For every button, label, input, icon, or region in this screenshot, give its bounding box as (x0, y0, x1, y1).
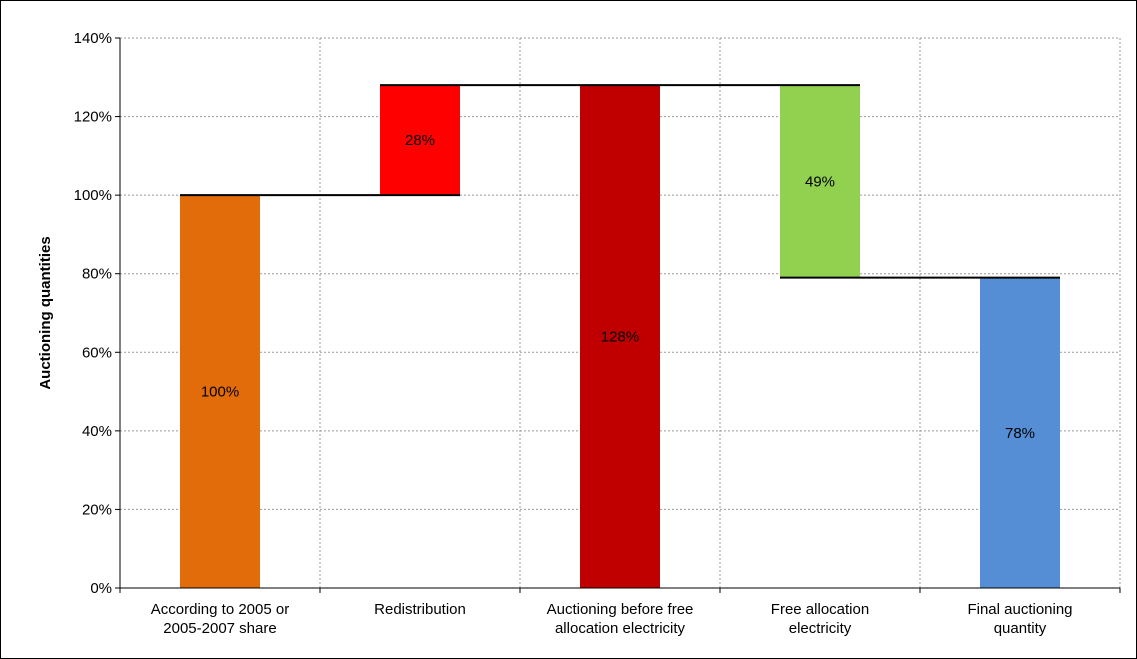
data-label: 28% (405, 132, 435, 149)
bar (580, 85, 660, 589)
x-category-label-line: 2005-2007 share (163, 620, 276, 637)
data-label: 49% (805, 173, 835, 190)
x-category-label-line: Auctioning before free (547, 601, 694, 618)
y-tick-label: 80% (82, 266, 112, 283)
x-category-label-line: allocation electricity (555, 620, 686, 637)
x-category-label-line: Final auctioning (967, 601, 1072, 618)
x-category-label-line: quantity (994, 620, 1047, 637)
y-tick-label: 140% (74, 30, 112, 47)
x-category-label: Final auctioning quantity (967, 601, 1072, 637)
y-tick-label: 0% (90, 580, 112, 597)
x-category-label-line: Free allocation (771, 601, 869, 618)
y-tick-label: 20% (82, 501, 112, 518)
data-label: 100% (201, 384, 239, 401)
bar (380, 85, 460, 196)
x-category-label: Auctioning before free allocation electri… (547, 601, 694, 637)
x-category-label-line: According to 2005 or (151, 601, 289, 618)
x-category-label: Redistribution (374, 601, 466, 618)
bar (180, 195, 260, 588)
x-category-label: According to 2005 or 2005-2007 share (151, 601, 289, 637)
y-axis-title: Auctioning quantities (37, 236, 54, 389)
data-label: 78% (1005, 425, 1035, 442)
bar (780, 85, 860, 278)
y-tick-label: 40% (82, 423, 112, 440)
x-category-label: Free allocation electricity (771, 601, 869, 637)
y-tick-label: 100% (74, 187, 112, 204)
y-tick-label: 60% (82, 344, 112, 361)
x-category-label-line: Redistribution (374, 601, 466, 618)
data-label: 128% (601, 329, 639, 346)
y-tick-label: 120% (74, 109, 112, 126)
bar (980, 277, 1060, 588)
x-category-label-line: electricity (789, 620, 852, 637)
